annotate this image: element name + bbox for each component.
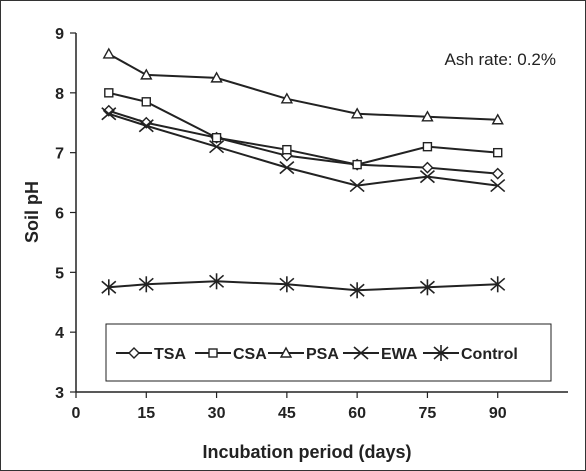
y-tick-label: 4: [55, 325, 64, 342]
x-tick-label: 90: [489, 405, 507, 422]
legend-entry-csa: CSA: [195, 346, 267, 363]
x-tick-label: 60: [348, 405, 366, 422]
x-tick-label: 0: [72, 405, 81, 422]
x-axis-label: Incubation period (days): [202, 442, 411, 462]
data-point-psa: [421, 110, 434, 122]
data-point-ewa: [138, 119, 154, 133]
legend-label-ewa: EWA: [381, 346, 418, 363]
data-point-csa: [104, 88, 114, 98]
data-point-csa: [282, 144, 292, 155]
data-point-control: [279, 276, 295, 293]
y-tick-label: 5: [55, 265, 64, 282]
legend: TSA CSA PSA EWA Control: [105, 323, 552, 382]
legend-label-control: Control: [461, 346, 518, 363]
x-ticks: 0 15 30 45 60 75 90: [72, 392, 507, 422]
data-point-ewa: [209, 140, 225, 154]
legend-marker-psa: [279, 346, 293, 358]
data-point-csa: [422, 141, 433, 152]
legend-items: TSA CSA PSA EWA Control: [116, 345, 518, 363]
data-point-ewa: [279, 161, 295, 175]
data-point-ewa: [349, 178, 365, 193]
series-psa: [102, 47, 504, 125]
series-control: [101, 273, 506, 299]
legend-label-csa: CSA: [233, 346, 267, 363]
y-axis-label: Soil pH: [22, 181, 42, 243]
data-point-psa: [102, 47, 115, 59]
data-point-csa: [352, 159, 362, 170]
y-tick-label: 6: [55, 206, 64, 223]
x-tick-label: 15: [137, 405, 155, 422]
data-point-tsa: [102, 104, 115, 117]
data-point-control: [101, 279, 117, 296]
data-point-control: [419, 279, 435, 296]
y-tick-label: 9: [55, 26, 64, 43]
data-point-ewa: [101, 107, 117, 121]
data-point-psa: [140, 68, 153, 80]
legend-entry-control: Control: [423, 345, 518, 363]
legend-entry-psa: PSA: [268, 346, 339, 363]
series-csa: [104, 88, 503, 170]
legend-marker-tsa: [128, 347, 140, 359]
legend-marker-ewa: [353, 346, 369, 360]
x-tick-label: 75: [419, 405, 437, 422]
chart-annotation: Ash rate: 0.2%: [444, 50, 556, 69]
data-point-tsa: [421, 161, 434, 174]
y-tick-label: 3: [55, 385, 64, 402]
legend-marker-csa: [208, 348, 218, 358]
legend-box: [105, 323, 552, 382]
legend-entry-tsa: TSA: [116, 346, 186, 363]
data-point-control: [490, 276, 506, 293]
y-tick-label: 7: [55, 146, 64, 163]
legend-marker-control: [433, 345, 449, 361]
data-point-csa: [141, 97, 151, 107]
data-point-control: [349, 282, 365, 299]
series-ewa: [101, 107, 506, 193]
data-point-tsa: [491, 167, 504, 180]
series-layer: [101, 47, 506, 299]
x-tick-label: 30: [208, 405, 226, 422]
data-point-ewa: [490, 178, 506, 193]
data-point-psa: [280, 92, 294, 104]
data-point-psa: [491, 113, 504, 125]
data-point-psa: [350, 107, 364, 119]
x-tick-label: 45: [278, 405, 296, 422]
data-point-ewa: [419, 169, 435, 184]
legend-label-psa: PSA: [306, 346, 339, 363]
data-point-csa: [493, 147, 503, 158]
legend-entry-ewa: EWA: [343, 346, 418, 363]
data-point-csa: [211, 133, 222, 143]
y-tick-label: 8: [55, 86, 64, 103]
legend-label-tsa: TSA: [154, 346, 186, 363]
data-point-psa: [210, 71, 223, 83]
y-ticks: 3 4 5 6 7 8 9: [55, 26, 76, 402]
data-point-control: [138, 276, 154, 293]
data-point-control: [209, 273, 225, 290]
